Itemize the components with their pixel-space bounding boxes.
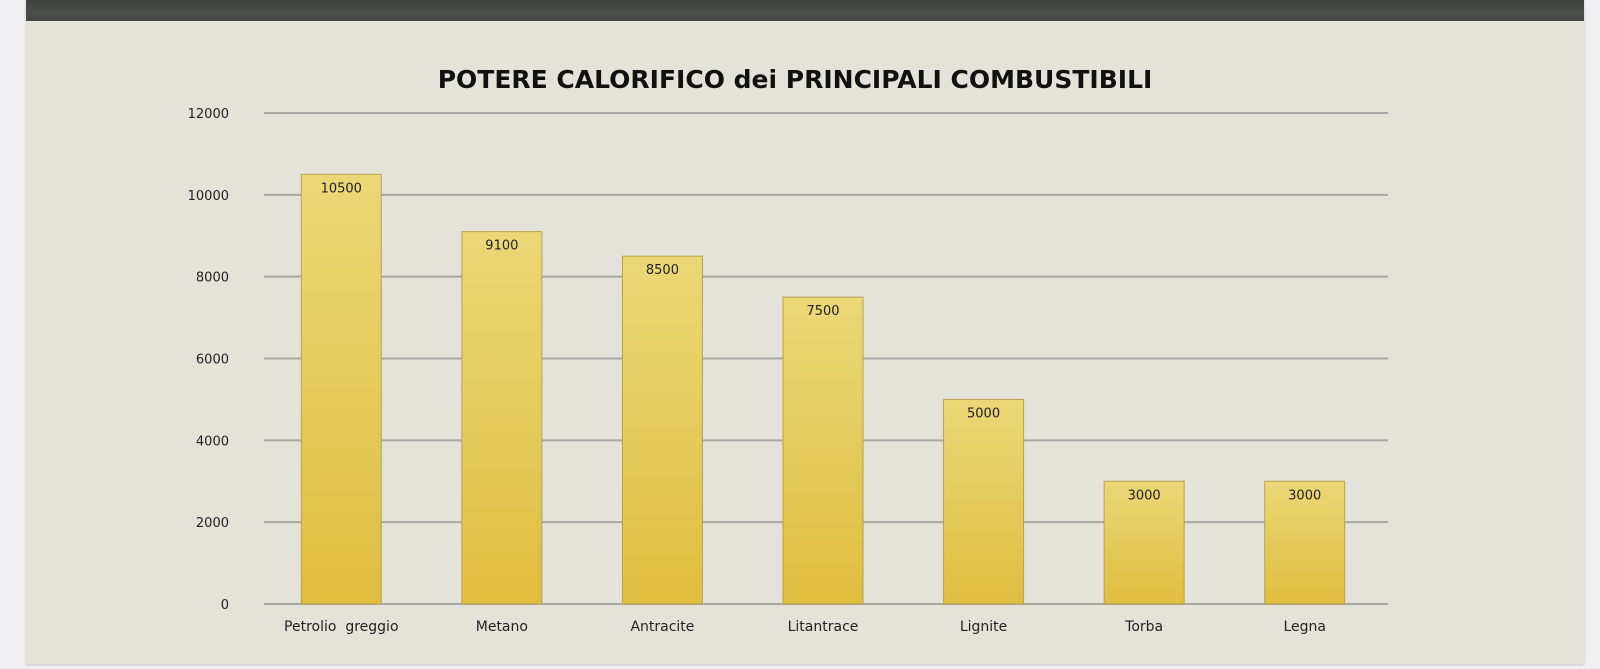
data-label: 8500 [646,263,679,278]
y-tick-label: 2000 [196,516,229,531]
bar-2 [621,255,703,605]
category-label: Lignite [960,619,1007,635]
bar-1 [461,231,543,605]
y-tick-label: 12000 [188,107,229,122]
bar-5 [1103,480,1185,605]
bar-3 [782,296,864,605]
data-label: 10500 [321,181,362,196]
bars [300,173,1346,605]
bar-0 [300,173,382,605]
category-labels: Petrolio greggio Metano Antracite Litantrac… [284,619,1326,635]
data-label: 9100 [485,239,518,254]
chalkboard-strip [26,0,1584,21]
y-tick-label: 0 [221,598,229,613]
data-label: 3000 [1128,488,1161,503]
category-label: Torba [1124,619,1163,635]
category-label: Legna [1283,619,1326,635]
category-label: Petrolio greggio [284,619,398,635]
y-tick-label: 10000 [188,189,229,204]
y-tick-label: 4000 [196,434,229,449]
data-label: 7500 [806,304,839,319]
chart-title: POTERE CALORIFICO dei PRINCIPALI COMBUST… [438,65,1153,94]
category-label: Antracite [630,619,694,635]
y-tick-label: 6000 [196,353,229,368]
y-tick-label: 8000 [196,271,229,286]
category-label: Litantrace [788,619,859,635]
bar-6 [1264,480,1346,605]
category-label: Metano [476,619,528,635]
data-label: 5000 [967,406,1000,421]
data-labels: 10500 9100 8500 7500 5000 3000 3000 [321,181,1322,503]
data-label: 3000 [1288,488,1321,503]
bar-4 [943,398,1025,605]
y-axis-ticks: 0 2000 4000 6000 8000 10000 12000 [188,107,229,613]
